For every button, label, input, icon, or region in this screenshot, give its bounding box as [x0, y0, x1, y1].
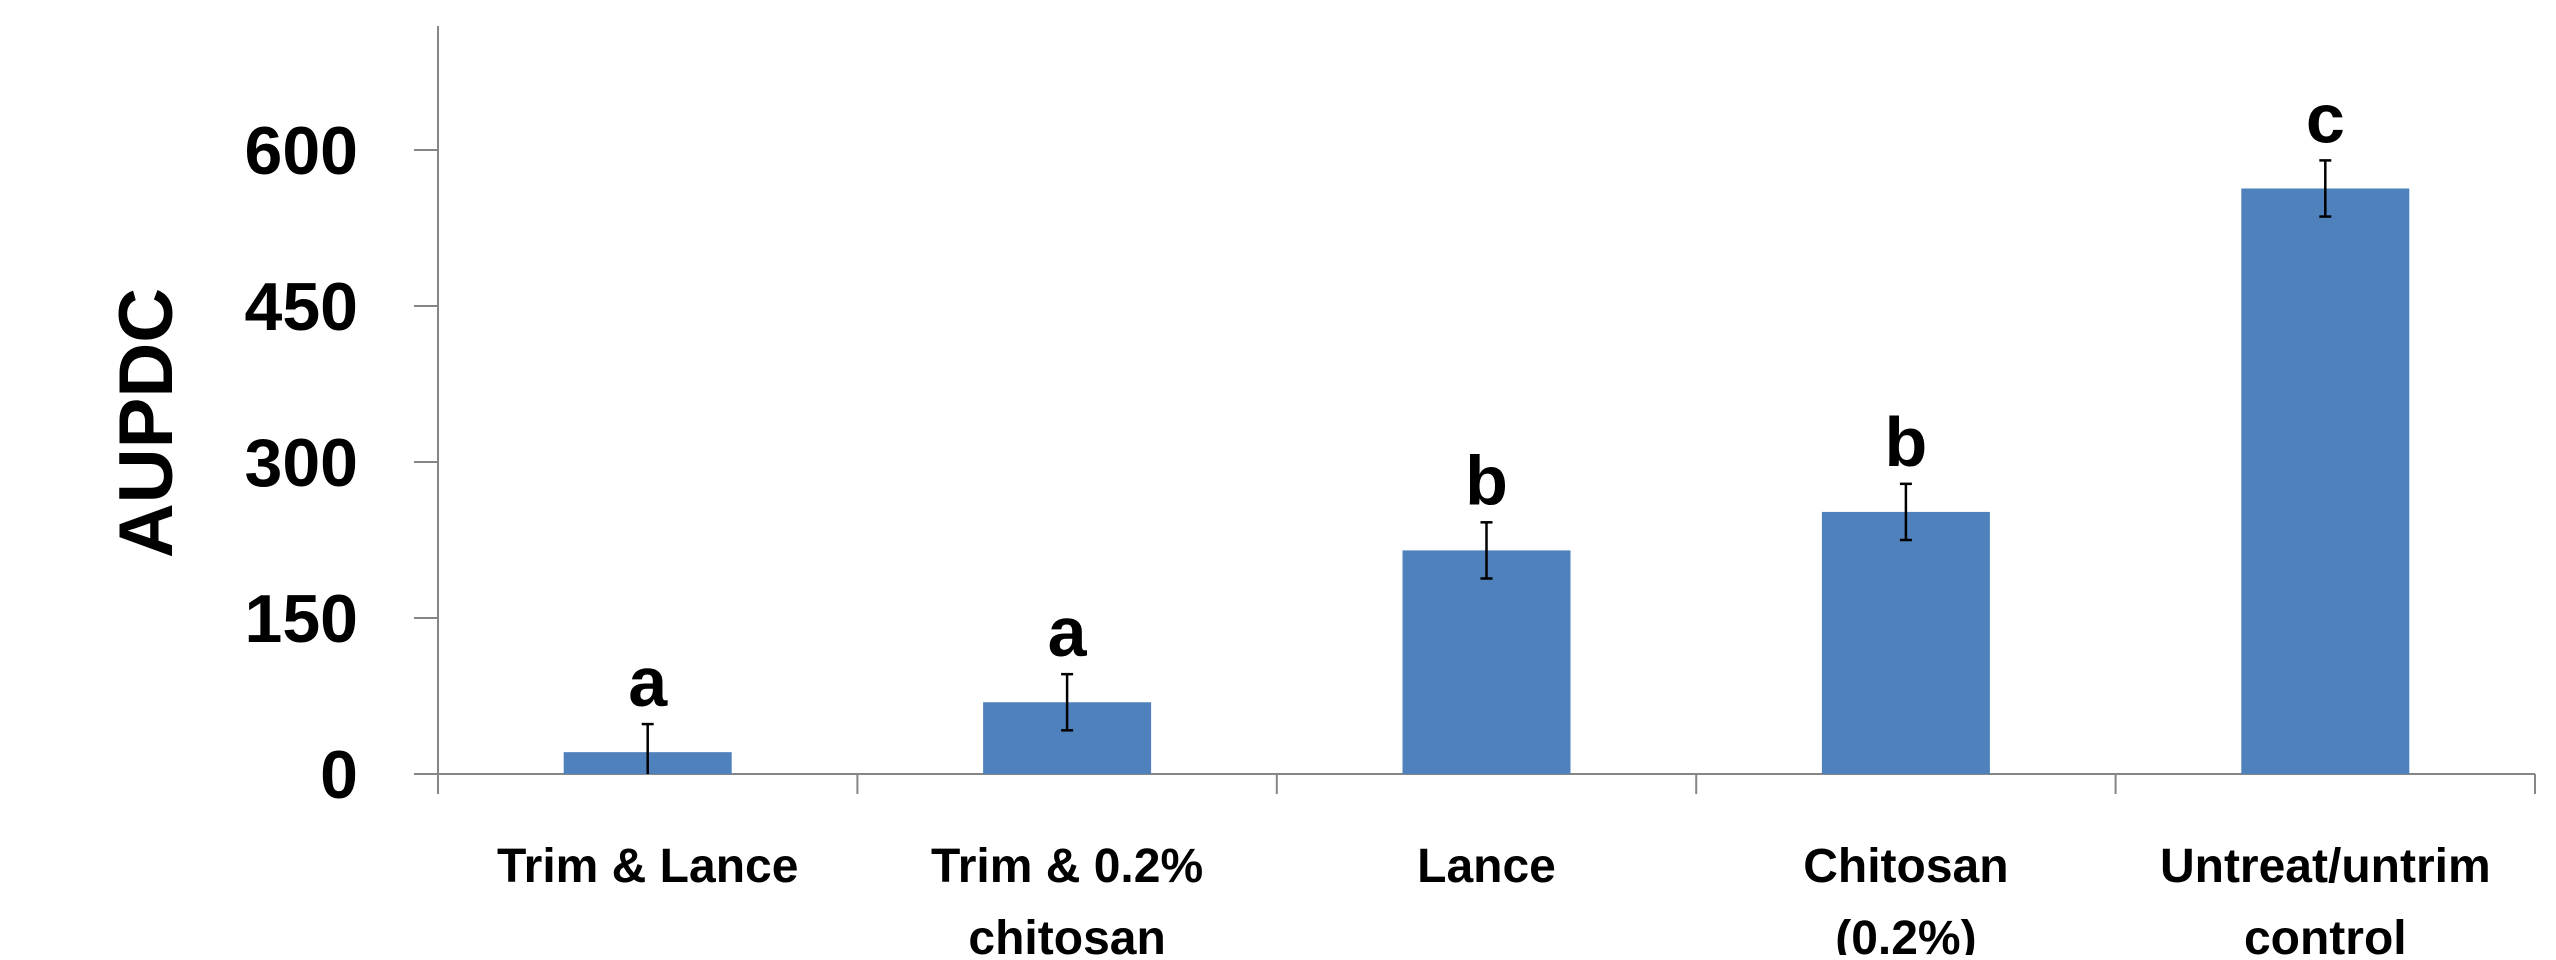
x-category-label-3-1: (0.2%) [1835, 912, 1976, 955]
x-category-label-1-1: chitosan [968, 912, 1165, 955]
y-tick-label-4: 600 [245, 113, 358, 189]
bar-2 [1402, 550, 1571, 774]
significance-label-1: a [1048, 593, 1088, 671]
x-category-label-0-0: Trim & Lance [497, 840, 798, 893]
significance-label-4: c [2306, 79, 2345, 157]
y-tick-label-2: 300 [245, 425, 358, 501]
y-tick-label-3: 450 [245, 269, 358, 345]
bar-3 [1821, 511, 1990, 774]
y-tick-label-1: 150 [245, 581, 358, 657]
y-axis-title: AUPDC [104, 288, 189, 558]
x-category-label-2-0: Lance [1417, 840, 1556, 893]
x-category-label-4-0: Untreat/untrim [2160, 840, 2491, 893]
y-tick-label-0: 0 [320, 737, 358, 813]
bars [563, 159, 2410, 775]
x-category-label-4-1: control [2244, 912, 2407, 955]
x-category-label-3-0: Chitosan [1803, 840, 2008, 893]
y-axis-title-group: AUPDC [104, 288, 189, 558]
significance-label-0: a [628, 643, 668, 721]
labels: 0 150 300 450 600 a Trim & Lance a Trim & 0.2% ch… [245, 79, 2491, 960]
significance-label-3: b [1885, 403, 1928, 481]
bar-4 [2241, 188, 2410, 775]
significance-label-2: b [1465, 441, 1508, 519]
x-category-label-1-0: Trim & 0.2% [931, 840, 1203, 893]
